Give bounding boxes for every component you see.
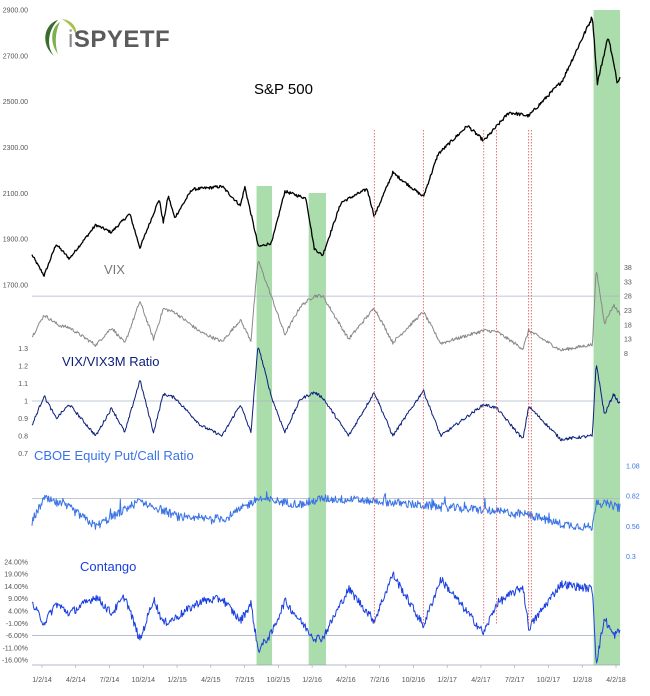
x-tick-label: 4/2/15 bbox=[201, 677, 221, 684]
y-tick-label: 1.1 bbox=[18, 381, 28, 388]
y-tick-label: 1900.00 bbox=[3, 237, 28, 244]
x-tick-label: 10/2/14 bbox=[132, 677, 155, 684]
y-tick-label: 2900.00 bbox=[3, 8, 28, 15]
y-tick-label: 0.9 bbox=[18, 416, 28, 423]
x-tick-label: 4/2/17 bbox=[471, 677, 491, 684]
x-tick-label: 10/2/16 bbox=[402, 677, 425, 684]
panel-title: VIX bbox=[104, 262, 125, 277]
correction-band bbox=[256, 186, 273, 665]
y-tick-label: 0.56 bbox=[626, 524, 640, 531]
y-tick-label: 24.00% bbox=[4, 559, 28, 566]
panel-title: Contango bbox=[80, 559, 136, 574]
y-tick-label: 18 bbox=[624, 322, 632, 329]
y-tick-label: 1700.00 bbox=[3, 283, 28, 290]
series-line bbox=[31, 347, 621, 442]
x-tick-label: 4/2/16 bbox=[336, 677, 356, 684]
x-tick-label: 7/2/14 bbox=[100, 677, 120, 684]
y-tick-label: 0.7 bbox=[18, 451, 28, 458]
panel-title: VIX/VIX3M Ratio bbox=[62, 354, 160, 369]
y-tick-label: 0.82 bbox=[626, 494, 640, 501]
x-tick-label: 7/2/15 bbox=[235, 677, 255, 684]
y-tick-label: -1.00% bbox=[6, 621, 28, 628]
y-tick-label: 1 bbox=[24, 399, 28, 406]
series-line bbox=[31, 491, 621, 531]
x-tick-label: 4/2/18 bbox=[606, 677, 626, 684]
y-tick-label: -16.00% bbox=[2, 658, 28, 665]
y-tick-label: 0.8 bbox=[18, 433, 28, 440]
y-tick-label: 19.00% bbox=[4, 572, 28, 579]
panel-title: S&P 500 bbox=[254, 81, 313, 98]
y-tick-label: 13 bbox=[624, 337, 632, 344]
x-tick-label: 10/2/17 bbox=[537, 677, 560, 684]
panel-title: CBOE Equity Put/Call Ratio bbox=[34, 448, 194, 463]
logo-swirl-icon bbox=[45, 19, 77, 56]
y-tick-label: 28 bbox=[624, 294, 632, 301]
x-tick-label: 1/2/15 bbox=[167, 677, 187, 684]
x-tick-label: 1/2/18 bbox=[573, 677, 593, 684]
y-tick-label: 14.00% bbox=[4, 584, 28, 591]
y-tick-label: -6.00% bbox=[6, 633, 28, 640]
series-line bbox=[31, 261, 621, 352]
correction-band bbox=[593, 10, 620, 665]
spyetf-logo: iSPYETF bbox=[38, 14, 178, 62]
x-tick-label: 1/2/17 bbox=[437, 677, 457, 684]
y-tick-label: 9.00% bbox=[8, 596, 28, 603]
y-tick-label: 2500.00 bbox=[3, 99, 28, 106]
logo-prefix: i bbox=[68, 26, 74, 53]
y-tick-label: 4.00% bbox=[8, 609, 28, 616]
y-tick-label: 8 bbox=[624, 351, 628, 358]
logo-name: SPYETF bbox=[73, 26, 171, 53]
x-tick-label: 1/2/16 bbox=[302, 677, 322, 684]
series-line bbox=[31, 16, 621, 277]
y-tick-label: 2100.00 bbox=[3, 191, 28, 198]
y-tick-label: 1.2 bbox=[18, 364, 28, 371]
y-tick-label: 2700.00 bbox=[3, 53, 28, 60]
correction-band bbox=[308, 193, 326, 665]
y-tick-label: 2300.00 bbox=[3, 145, 28, 152]
x-tick-label: 4/2/14 bbox=[66, 677, 86, 684]
y-tick-label: 38 bbox=[624, 265, 632, 272]
x-tick-label: 10/2/15 bbox=[267, 677, 290, 684]
x-tick-label: 1/2/14 bbox=[32, 677, 52, 684]
y-tick-label: 33 bbox=[624, 279, 632, 286]
x-tick-label: 7/2/16 bbox=[370, 677, 390, 684]
y-tick-label: 1.3 bbox=[18, 346, 28, 353]
y-tick-label: -11.00% bbox=[2, 645, 28, 652]
y-tick-label: 1.08 bbox=[626, 464, 640, 471]
y-tick-label: 0.3 bbox=[626, 554, 636, 561]
x-tick-label: 7/2/17 bbox=[505, 677, 525, 684]
y-tick-label: 23 bbox=[624, 308, 632, 315]
series-line bbox=[31, 571, 621, 664]
